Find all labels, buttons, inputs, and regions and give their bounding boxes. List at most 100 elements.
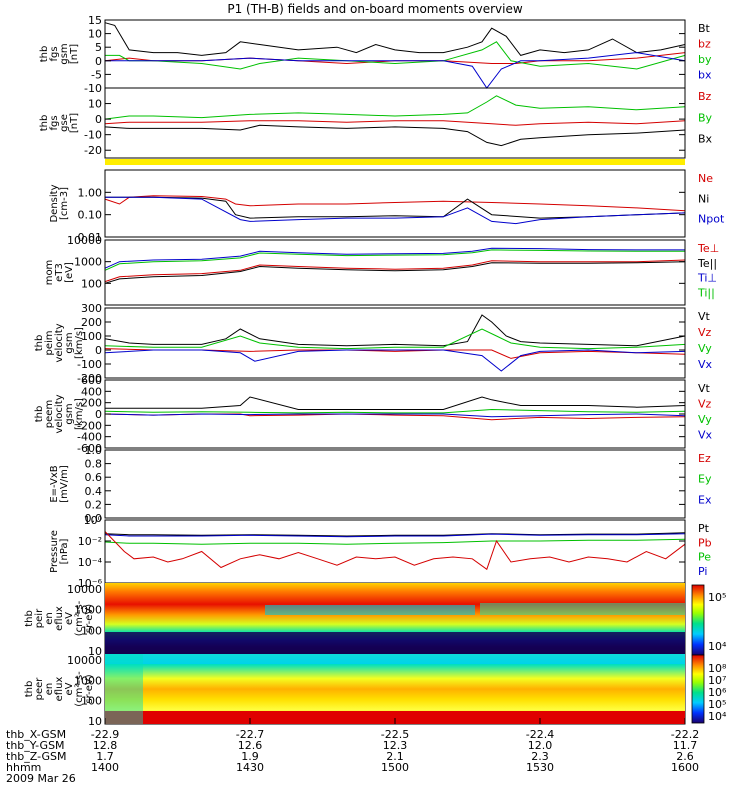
ion-spectrogram-mid-band-2 [480, 603, 685, 615]
series-line-Vt [104, 314, 686, 347]
series-line-Ti⊥ [104, 247, 685, 269]
y-tick-label: 10 [88, 715, 102, 728]
y-axis-label-line: [nT] [69, 113, 80, 133]
series-line-Ni [105, 196, 686, 219]
y-tick-label: 0 [95, 344, 102, 357]
y-axis-label-line: (cm²-s- [74, 671, 85, 707]
panel-2: 10 0 -10 -20 thbfgsgse[nT] Bz By Bx [39, 87, 713, 159]
y-axis-label-line: eflux [54, 677, 65, 702]
series-line-Vy [104, 408, 686, 414]
legend-Vz: Vz [698, 398, 712, 411]
colorbars [691, 584, 705, 724]
y-axis-label-line: velocity [54, 394, 65, 433]
electron-spectrogram-top-band [105, 654, 685, 664]
legend-Pb: Pb [698, 536, 712, 549]
legend-Bt: Bt [698, 22, 711, 35]
legend-Vx: Vx [698, 358, 713, 371]
legend-Ez: Ez [698, 452, 711, 465]
series-line-Vt [105, 396, 686, 410]
x-row-value: -22.2 [671, 728, 699, 741]
y-axis-label-line: sr-eV) [84, 674, 95, 703]
y-tick-label: 100 [81, 695, 102, 708]
y-tick-label: 0 [95, 113, 102, 126]
y-tick-label: 10⁰ [84, 514, 103, 527]
panel-frame [104, 519, 686, 584]
panel-frame [104, 169, 686, 238]
y-tick-label: 100 [81, 277, 102, 290]
y-tick-label: 0 [95, 55, 102, 68]
x-row-value: 12.6 [238, 739, 263, 752]
y-axis-label-line: sr-eV) [84, 604, 95, 633]
y-tick-label: 600 [81, 374, 102, 387]
x-row-value: 1.7 [96, 750, 114, 763]
y-tick-label: 10000 [67, 583, 102, 596]
colorbar-tick-label: 10⁶ [708, 686, 727, 699]
y-axis-label-line: [eV] [64, 262, 75, 283]
y-axis-label-line: [nT] [69, 44, 80, 64]
panel-3: 1.00 0.10 0.01 Density[cm-3] Ne Ni Npot [49, 169, 725, 244]
y-tick-label: 1000 [74, 674, 102, 687]
y-axis-label-line: eT3 [54, 263, 65, 282]
y-axis-label-line: [km/s] [74, 327, 85, 359]
y-tick-label: 0.10 [78, 209, 103, 222]
y-axis-label: Pressure[nPa] [49, 530, 70, 573]
y-tick-label: -200 [77, 372, 102, 385]
series-line-By [104, 95, 686, 120]
x-date-label: 2009 Mar 26 [6, 772, 76, 785]
legend-Ti||: Ti|| [697, 286, 715, 299]
x-row-value: 1500 [381, 761, 409, 774]
series-line-Ne [104, 195, 686, 212]
ion-spectrogram-low-energy-band [105, 632, 685, 654]
legend-Vx: Vx [698, 429, 713, 442]
x-row-label: thb_X-GSM [6, 728, 66, 741]
legend-By: By [698, 111, 713, 124]
y-axis-label-line: gsm [59, 43, 70, 64]
y-axis-label-line: [mV/m] [59, 465, 70, 503]
series-line-Pt [104, 532, 686, 537]
y-axis-label-line: gse [59, 114, 70, 132]
y-tick-label: 5 [95, 41, 102, 54]
y-axis-label-line: peem [44, 400, 55, 428]
y-tick-label: 100 [81, 330, 102, 343]
x-row-value: -22.9 [91, 728, 119, 741]
legend-Pe: Pe [698, 551, 711, 564]
x-row-value: 11.7 [673, 739, 698, 752]
x-row-value: 2.1 [386, 750, 404, 763]
y-tick-label: 10⁻² [78, 535, 102, 548]
y-axis-label-line: thb [24, 610, 35, 627]
series-line-Pe [104, 538, 686, 545]
colorbar-tick-label: 10⁷ [708, 674, 726, 687]
electron-spectrogram-gap [105, 654, 143, 724]
x-row-label: thb_Y-GSM [6, 739, 65, 752]
y-axis-label-line: peir [34, 608, 45, 628]
series-line-Ti|| [104, 249, 685, 271]
x-row-value: 2.6 [676, 750, 694, 763]
y-tick-label: 300 [81, 302, 102, 315]
panel-frame [104, 307, 686, 379]
y-axis-label-line: Density [49, 184, 60, 222]
y-axis-label-line: eflux [54, 606, 65, 631]
x-axis-labels: thb_X-GSM -22.9 -22.7 -22.5 -22.4 -22.2 thb_Y-… [6, 718, 699, 785]
x-row-label: hhmm [6, 761, 41, 774]
legend-Ex: Ex [698, 493, 712, 506]
series-line-Pi [104, 533, 686, 538]
x-row-value: 12.0 [528, 739, 553, 752]
legend-Vy: Vy [698, 342, 712, 355]
series-line-Te|| [104, 261, 686, 284]
y-axis-label-line: gsm [64, 332, 75, 353]
x-row-value: 1.9 [241, 750, 259, 763]
electron-colorbar [691, 654, 705, 724]
legend-Npot: Npot [698, 213, 725, 226]
legend-Vz: Vz [698, 326, 712, 339]
y-tick-label: -400 [77, 431, 102, 444]
panel-frame [104, 87, 686, 159]
legend-Ti⊥: Ti⊥ [697, 272, 717, 285]
y-tick-label: -100 [77, 358, 102, 371]
x-row-value: -22.7 [236, 728, 264, 741]
ion-spectrogram-mid-band [265, 605, 475, 615]
y-axis-label-line: Pressure [49, 530, 60, 573]
y-axis-label: thbpeerenefluxeV(cm²-s-sr-eV) [24, 671, 95, 707]
x-row-value: 1400 [91, 761, 119, 774]
